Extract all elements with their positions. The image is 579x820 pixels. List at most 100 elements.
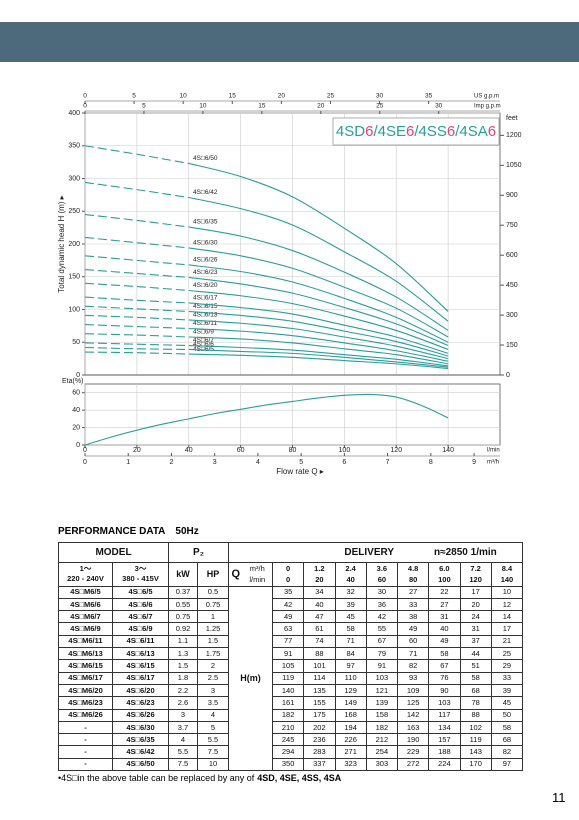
y-tick-label: 0 (76, 372, 80, 379)
model-badge-part: 4SS (419, 123, 447, 140)
y2-tick-label: 750 (506, 222, 518, 229)
top-axis-tick-label: 5 (132, 93, 136, 100)
table-cell: 39 (334, 597, 367, 612)
x2-tick-label: 0 (83, 459, 87, 466)
table-cell: 4S□6/50 (111, 757, 170, 772)
table-cell: 0.75 (168, 610, 199, 624)
table-cell: 1.5 (197, 634, 230, 649)
table-cell: 105 (272, 659, 305, 673)
table-cell: 42 (272, 597, 305, 612)
table-cell: 35 (272, 585, 305, 599)
table-cell: 4.8 (397, 562, 430, 575)
table-cell: 188 (428, 745, 461, 759)
table-cell: DELIVERY n≈2850 1/min (228, 542, 524, 563)
table-cell: 47 (303, 610, 336, 624)
y-tick-label: 100 (68, 306, 80, 313)
head-curve-dashed (84, 342, 189, 347)
table-cell: 6.0 (428, 562, 461, 575)
table-cell: 202 (303, 720, 336, 735)
table-cell: 4S□6/6 (111, 597, 170, 612)
table-cell: 4S□M6/26 (58, 708, 113, 722)
table-cell: 82 (490, 745, 524, 759)
table-cell: 1 (197, 610, 230, 624)
head-curve-dashed (84, 314, 189, 321)
table-cell: 212 (365, 733, 399, 747)
data-row: -4S□6/42 5.5 7.5 294 283 271 254 229 188 143 82 (58, 745, 524, 759)
table-cell: 33 (490, 671, 524, 685)
y-tick-label: 60 (72, 390, 80, 397)
table-cell: 40 (428, 622, 461, 636)
table-cell: 88 (303, 647, 336, 661)
figure: 0501001502002503003504000150300450600750… (0, 22, 579, 476)
table-cell: 229 (397, 745, 430, 759)
table-cell: 134 (428, 720, 461, 735)
top-axis-tick-label: 15 (258, 103, 266, 110)
table-cell: 79 (365, 647, 399, 661)
table-cell: 17 (490, 622, 524, 636)
table-cell: 2.5 (197, 671, 230, 685)
y-tick-label: 50 (72, 339, 80, 346)
table-cell: 182 (365, 720, 399, 735)
head-curve (188, 196, 449, 322)
table-cell: 170 (459, 757, 492, 772)
table-cell: 350 (272, 757, 305, 772)
model-badge-part: / (455, 123, 460, 140)
table-cell: 49 (397, 622, 430, 636)
y-axis-label: Total dynamic head H (m) ▸ (57, 195, 66, 292)
table-cell: 2.2 (168, 683, 199, 698)
table-cell: 68 (459, 683, 492, 698)
table-cell: 303 (365, 757, 399, 772)
table-cell: 22 (428, 585, 461, 599)
table-cell: 294 (272, 745, 305, 759)
table-cell: 168 (334, 708, 367, 722)
table-cell: 158 (365, 708, 399, 722)
y-tick-label: 200 (68, 241, 80, 248)
table-cell: l/min (242, 574, 274, 587)
table-cell: 30 (365, 585, 399, 599)
table-cell: 42 (365, 610, 399, 624)
table-cell: 97 (334, 659, 367, 673)
table-cell: 283 (303, 745, 336, 759)
y-tick-label: 400 (68, 110, 80, 117)
table-cell: 163 (397, 720, 430, 735)
data-row: 4S□M6/7 4S□6/7 0.75 1 49 47 45 42 38 31 24 14 (58, 610, 524, 624)
table-cell: 3.5 (197, 696, 230, 710)
y-tick-label: 250 (68, 208, 80, 215)
table-cell: 3.7 (168, 720, 199, 735)
performance-title: PERFORMANCE DATA (58, 526, 166, 537)
table-cell: 103 (365, 671, 399, 685)
table-cell: 10 (490, 585, 524, 599)
note-models: 4SD, 4SE, 4SS, 4SA (257, 773, 342, 783)
table-cell: 58 (334, 622, 367, 636)
top-axis-unit: US g.p.m (474, 94, 499, 100)
table-cell: 27 (428, 597, 461, 612)
model-badge-box (332, 117, 500, 146)
table-cell: 254 (365, 745, 399, 759)
x-tick-label: 140 (442, 447, 454, 454)
top-axis-tick-label: 30 (376, 93, 384, 100)
table-cell: 125 (397, 696, 430, 710)
top-axis-unit: Imp g.p.m (474, 104, 501, 110)
table-cell: 4S□M6/15 (58, 659, 113, 673)
table-cell: 0.75 (197, 597, 230, 612)
head-curve (188, 226, 449, 331)
top-axis-tick-label: 10 (199, 103, 207, 110)
table-cell: 142 (397, 708, 430, 722)
y2-axis-label: feet (506, 115, 518, 122)
table-cell: 161 (272, 696, 305, 710)
table-cell: 37 (459, 634, 492, 649)
y2-tick-label: 0 (506, 372, 510, 379)
table-cell: 337 (303, 757, 336, 772)
performance-table: MODEL P₂ DELIVERY n≈2850 1/min 1～ 220 - 240V 3… (57, 542, 524, 772)
table-cell: 139 (365, 696, 399, 710)
table-cell: 140 (490, 574, 524, 587)
table-cell: 4S□M6/9 (58, 622, 113, 636)
phase-label: 1～ (79, 564, 92, 574)
table-cell: 10 (197, 757, 230, 772)
table-cell: 97 (490, 757, 524, 772)
head-curve-dashed (84, 333, 189, 338)
table-cell: 67 (428, 659, 461, 673)
table-cell: 4S□6/23 (111, 696, 170, 710)
table-cell: 194 (334, 720, 367, 735)
